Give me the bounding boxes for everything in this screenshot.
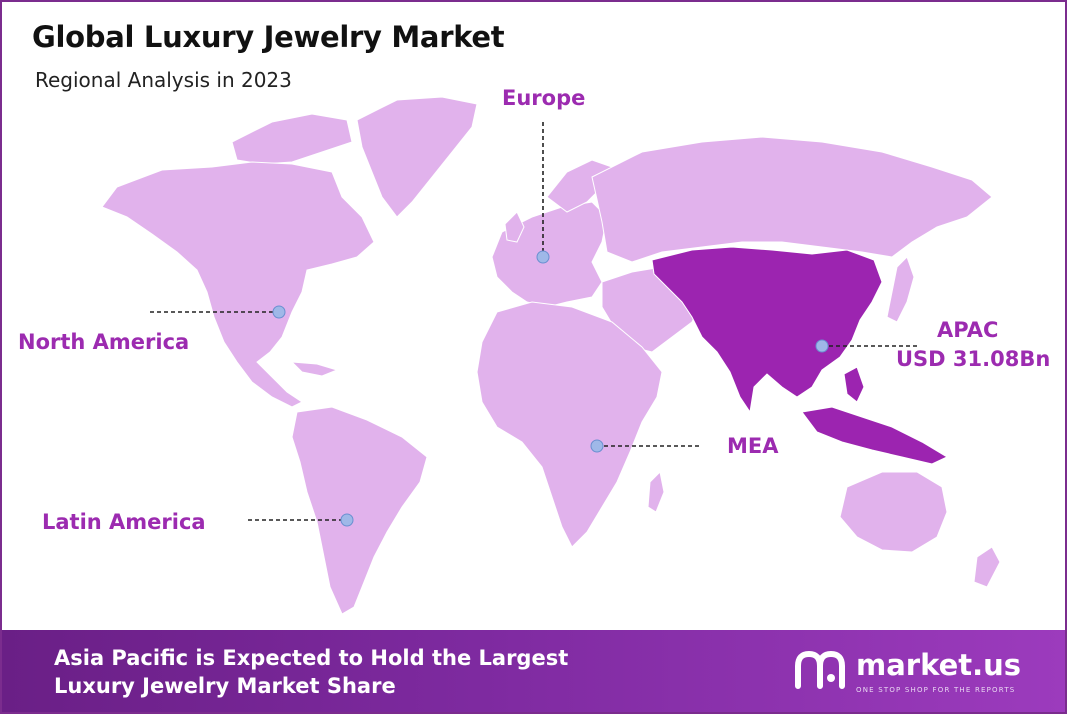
mea-marker bbox=[590, 439, 604, 453]
mea-label: MEA bbox=[727, 434, 779, 458]
page-subtitle: Regional Analysis in 2023 bbox=[35, 68, 292, 92]
europe-marker bbox=[536, 250, 550, 264]
footer-line-1: Asia Pacific is Expected to Hold the Lar… bbox=[54, 646, 569, 670]
apac-value: USD 31.08Bn bbox=[896, 347, 1051, 371]
world-map bbox=[101, 96, 1001, 615]
market-us-logo-icon bbox=[795, 650, 845, 689]
land-africa bbox=[476, 301, 663, 548]
land-caribbean bbox=[290, 361, 339, 377]
latin-america-marker bbox=[340, 513, 354, 527]
footer-text: Asia Pacific is Expected to Hold the Lar… bbox=[54, 644, 568, 700]
land-australia bbox=[839, 471, 948, 553]
land-japan bbox=[886, 256, 915, 323]
north-america-marker bbox=[272, 305, 286, 319]
land-russia bbox=[591, 136, 993, 263]
land-se-asia-islands bbox=[801, 406, 949, 465]
brand-tagline: ONE STOP SHOP FOR THE REPORTS bbox=[856, 686, 1016, 694]
footer-line-2: Luxury Jewelry Market Share bbox=[54, 674, 396, 698]
land-apac-highlight bbox=[651, 246, 883, 414]
apac-marker bbox=[815, 339, 829, 353]
land-europe bbox=[491, 201, 608, 308]
land-greenland bbox=[356, 96, 478, 218]
land-arctic-islands bbox=[231, 113, 353, 165]
land-south-america bbox=[291, 406, 428, 615]
land-uk bbox=[504, 211, 525, 243]
apac-label: APAC bbox=[937, 318, 999, 342]
land-philippines bbox=[843, 366, 865, 403]
land-new-zealand bbox=[973, 546, 1001, 588]
europe-label: Europe bbox=[502, 86, 586, 110]
land-north-america bbox=[101, 161, 375, 408]
land-madagascar bbox=[647, 470, 665, 513]
latin-america-label: Latin America bbox=[42, 510, 206, 534]
page-title: Global Luxury Jewelry Market bbox=[32, 20, 505, 54]
brand-name: market.us bbox=[856, 648, 1022, 682]
brand-logo: market.us ONE STOP SHOP FOR THE REPORTS bbox=[792, 648, 1042, 698]
north-america-label: North America bbox=[18, 330, 190, 354]
footer-banner: Asia Pacific is Expected to Hold the Lar… bbox=[2, 630, 1065, 712]
